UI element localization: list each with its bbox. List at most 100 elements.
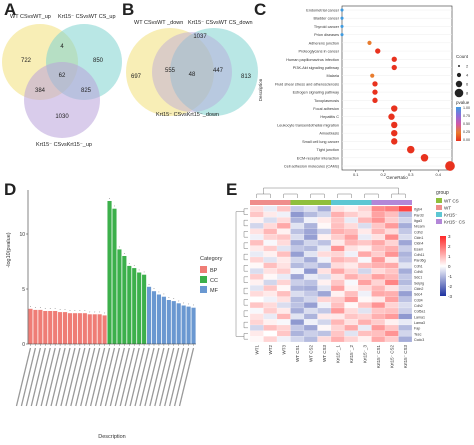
heatmap-colorbar-label: 2 (448, 244, 451, 249)
heatmap-column-label: WT CS2 (308, 345, 313, 362)
heatmap-cell (344, 296, 359, 303)
heatmap-cell (263, 217, 278, 224)
bar-star-label: * (65, 308, 66, 312)
bar-star-label: * (163, 293, 164, 297)
bar-category-label (45, 347, 61, 407)
heatmap-cell (317, 262, 332, 269)
dot-plot-category-label: Human papillomavirus infection (286, 58, 339, 62)
bar-category-label (129, 347, 145, 407)
heatmap-cell (276, 217, 291, 224)
dot-plot-category-label: Amoebiasis (319, 132, 339, 136)
bar-star-label: * (183, 302, 184, 306)
heatmap-cell (317, 307, 332, 314)
dot-plot-pvalue-legend-label: 0.25 (463, 130, 470, 134)
bar-y-tick-label: 10 (19, 232, 25, 238)
dot-plot-point (340, 8, 344, 12)
heatmap-column-label: Krt15⁻ CS1 (376, 345, 381, 369)
dot-plot-pvalue-legend-label: 0.75 (463, 114, 470, 118)
heatmap-cell (263, 302, 278, 309)
panel-label-a: A (4, 0, 17, 19)
heatmap-cell (398, 279, 413, 286)
heatmap-cell (330, 307, 345, 314)
bar (92, 314, 97, 344)
heatmap-group-legend-label: Krt15⁻ CS (444, 220, 465, 225)
bar-star-label: * (173, 297, 174, 301)
bar (171, 301, 176, 344)
heatmap-cell (398, 307, 413, 314)
heatmap-cell (303, 222, 318, 229)
heatmap-column-label: Krt15⁻ CS3 (403, 345, 408, 369)
heatmap-cell (371, 211, 386, 218)
heatmap-cell (303, 296, 318, 303)
venn-b-circle-3 (152, 32, 232, 112)
heatmap-row-label: Itgb4 (414, 208, 422, 212)
heatmap-col-dendrogram (283, 193, 298, 198)
heatmap-group-cell (277, 200, 291, 205)
heatmap-cell (371, 324, 386, 331)
heatmap-cell (371, 319, 386, 326)
heatmap-cell (330, 251, 345, 258)
heatmap-group-cell (290, 200, 304, 205)
heatmap-row-label: Sdc4 (414, 293, 422, 297)
heatmap-cell (384, 256, 399, 263)
bar-star-label: * (168, 296, 169, 300)
heatmap-cell (398, 330, 413, 337)
heatmap-group-legend-label: WT CS (444, 199, 459, 204)
heatmap-cell (357, 290, 372, 297)
heatmap-cell (344, 313, 359, 320)
venn-b-label-3: Krt15⁻ CSvsKrt15⁻_down (156, 112, 219, 118)
panel-label-e: E (226, 180, 238, 199)
heatmap-cell (249, 222, 264, 229)
heatmap-row-label: Esam (414, 247, 423, 251)
heatmap-row-label: Cdh11 (414, 253, 424, 257)
bar-category-label (40, 347, 56, 407)
venn-a-count-a-only: 722 (21, 58, 32, 64)
bar (176, 303, 181, 344)
dot-plot-x-axis-title: GeneRatio (386, 175, 408, 180)
heatmap-cell (384, 273, 399, 280)
dot-plot-category-label: Cell adhesion molecules (CAMs) (284, 165, 340, 169)
heatmap-cell (371, 330, 386, 337)
heatmap-cell (357, 307, 372, 314)
heatmap-cell (303, 256, 318, 263)
dot-plot-category-label: Prion diseases (314, 33, 339, 37)
heatmap-group-cell (371, 200, 385, 205)
heatmap-cell (384, 290, 399, 297)
heatmap-cell (398, 319, 413, 326)
bar-star-label: * (50, 307, 51, 311)
heatmap-col-dendrogram (391, 193, 406, 198)
bar-category-label (149, 347, 165, 407)
heatmap-cell (249, 296, 264, 303)
heatmap-row-label: Cdh1 (414, 264, 423, 268)
heatmap-cell (371, 228, 386, 235)
heatmap-cell (357, 222, 372, 229)
heatmap-cell (344, 273, 359, 280)
bar (58, 312, 63, 344)
heatmap-cell (249, 262, 264, 269)
heatmap-colorbar (440, 236, 446, 296)
bar (132, 268, 137, 344)
bar-category-label (50, 347, 66, 407)
bar-star-label: * (45, 307, 46, 311)
heatmap-row-label: Cldn1 (414, 236, 423, 240)
heatmap-cell (344, 330, 359, 337)
heatmap-cell (344, 324, 359, 331)
heatmap-cell (263, 296, 278, 303)
heatmap-col-dendrogram (337, 193, 352, 198)
bar (146, 286, 152, 344)
heatmap-cell (330, 262, 345, 269)
heatmap-cell (276, 205, 291, 212)
heatmap-cell (330, 302, 345, 309)
heatmap-cell (330, 296, 345, 303)
bar-category-label (169, 347, 185, 407)
bar (107, 201, 112, 344)
heatmap-cell (303, 228, 318, 235)
bar-star-label: * (129, 262, 130, 266)
heatmap-cell (357, 319, 372, 326)
bar-star-label: * (69, 309, 70, 313)
heatmap-cell (276, 256, 291, 263)
venn-a-count-ac: 384 (35, 88, 46, 94)
heatmap-cell (384, 205, 399, 212)
dot-plot-count-legend-dot (454, 88, 464, 98)
heatmap-cell (276, 330, 291, 337)
